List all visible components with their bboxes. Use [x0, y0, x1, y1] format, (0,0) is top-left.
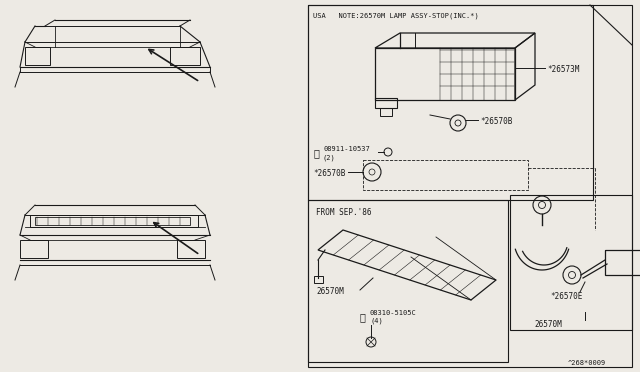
Bar	[170, 47, 200, 65]
Bar	[314, 276, 323, 283]
Bar	[25, 47, 50, 65]
Text: ⓝ: ⓝ	[313, 148, 319, 158]
Text: 26570M: 26570M	[316, 287, 344, 296]
Text: *26573M: *26573M	[547, 65, 579, 74]
Text: *26570E: *26570E	[550, 292, 582, 301]
Text: FROM SEP.'86: FROM SEP.'86	[316, 208, 371, 217]
Bar	[308, 200, 508, 362]
Text: 08911-10537: 08911-10537	[323, 146, 370, 152]
Bar	[375, 98, 397, 108]
Text: *26570B: *26570B	[313, 169, 346, 178]
Text: ^268*0009: ^268*0009	[568, 360, 606, 366]
Bar	[308, 5, 593, 200]
Bar	[177, 240, 205, 258]
Text: Ⓢ: Ⓢ	[360, 312, 366, 322]
Text: (4): (4)	[370, 318, 383, 324]
Bar	[363, 160, 528, 190]
Bar	[510, 195, 632, 330]
Bar	[35, 217, 190, 225]
Bar	[30, 215, 198, 227]
Bar	[20, 240, 48, 258]
Text: 26570M: 26570M	[534, 320, 562, 329]
Text: 08310-5105C: 08310-5105C	[370, 310, 417, 316]
Text: USA   NOTE:26570M LAMP ASSY-STOP(INC.*): USA NOTE:26570M LAMP ASSY-STOP(INC.*)	[313, 12, 479, 19]
Bar	[375, 48, 515, 100]
Text: *26570B: *26570B	[480, 117, 513, 126]
Text: (2): (2)	[323, 154, 336, 160]
Bar	[380, 108, 392, 116]
